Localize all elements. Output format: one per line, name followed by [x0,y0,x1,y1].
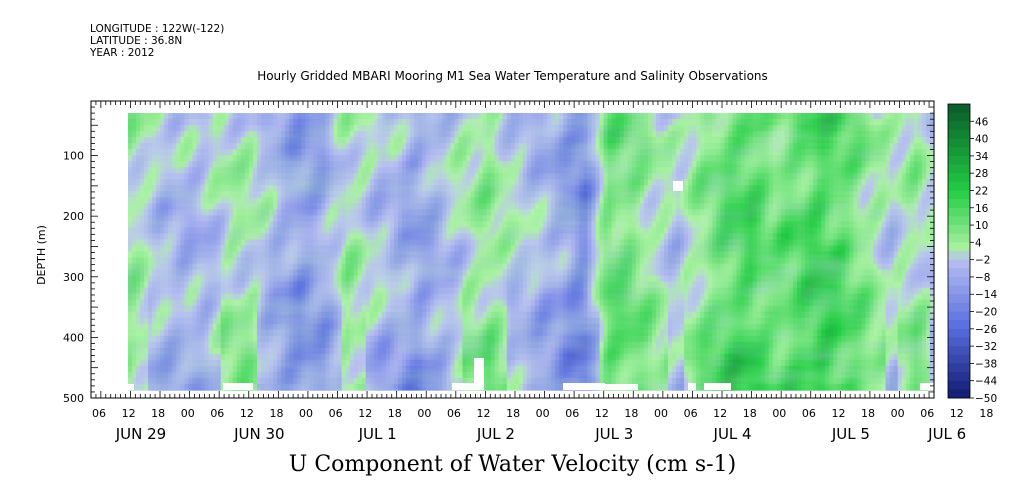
metadata-block: LONGITUDE : 122W(-122) LATITUDE : 36.8N … [90,23,224,59]
year-label: YEAR : 2012 [90,47,155,59]
chart-title-wrap: Hourly Gridded MBARI Mooring M1 Sea Wate… [0,69,1009,83]
latitude-label: LATITUDE : 36.8N [90,35,183,47]
longitude-label: LONGITUDE : 122W(-122) [90,23,225,35]
chart-title: Hourly Gridded MBARI Mooring M1 Sea Wate… [257,69,768,83]
